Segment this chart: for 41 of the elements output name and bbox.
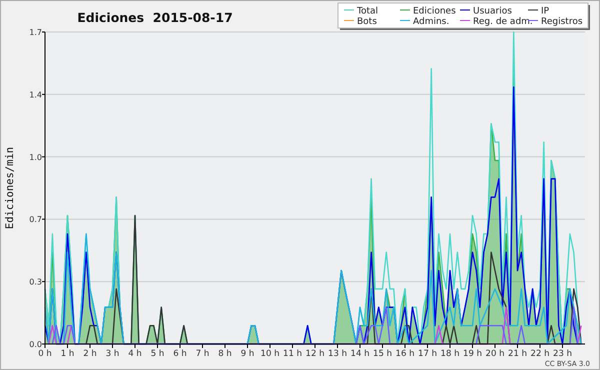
legend-label: Registros	[541, 17, 583, 27]
x-tick-label: 7 h	[196, 349, 210, 359]
legend-label: IP	[541, 6, 550, 16]
y-tick-label: 0.3	[29, 278, 42, 287]
x-tick-label: 8 h	[218, 349, 232, 359]
legend-label: Usuarios	[473, 6, 512, 16]
x-tick-label: 2 h	[83, 349, 97, 359]
x-tick-label: 18 h	[440, 349, 460, 359]
x-tick-label: 20 h	[486, 349, 504, 359]
x-tick-label: 6 h	[173, 349, 187, 359]
x-tick-label: 3 h	[106, 349, 120, 359]
y-tick-label: 1.7	[29, 28, 42, 37]
x-tick-label: 21 h	[508, 349, 527, 359]
legend-label: Ediciones	[413, 6, 456, 16]
x-tick-label: 14 h	[350, 349, 370, 359]
x-tick-label: 1 h	[60, 349, 74, 359]
y-tick-label: 1.4	[29, 90, 42, 100]
y-tick-label: 0.7	[29, 215, 42, 224]
chart-title: Ediciones 2015-08-17	[77, 10, 233, 25]
y-axis-title: Ediciones/min	[4, 146, 16, 230]
x-tick-label: 12 h	[306, 349, 324, 359]
legend-label: Admins.	[413, 17, 450, 27]
x-tick-label: 0 h	[38, 349, 52, 359]
y-tick-label: 0.0	[29, 340, 42, 349]
x-tick-label: 15 h	[373, 349, 392, 359]
x-tick-label: 9 h	[240, 349, 254, 359]
x-tick-label: 17 h	[418, 349, 437, 359]
line-series	[44, 233, 582, 345]
x-tick-label: 10 h	[260, 349, 280, 359]
x-tick-label: 5 h	[150, 349, 164, 359]
legend-label: Reg. de adm.	[473, 17, 533, 27]
x-tick-label: 22 h	[530, 349, 550, 359]
x-tick-label: 23 h	[553, 349, 572, 359]
legend-label: Bots	[357, 17, 378, 27]
legend-label: Total	[356, 6, 378, 16]
x-tick-label: 16 h	[396, 349, 414, 359]
x-tick-label: 11 h	[283, 349, 302, 359]
x-tick-label: 19 h	[463, 349, 482, 359]
x-tick-label: 4 h	[128, 349, 142, 359]
y-tick-label: 1.0	[29, 152, 42, 162]
x-tick-label: 13 h	[328, 349, 347, 359]
